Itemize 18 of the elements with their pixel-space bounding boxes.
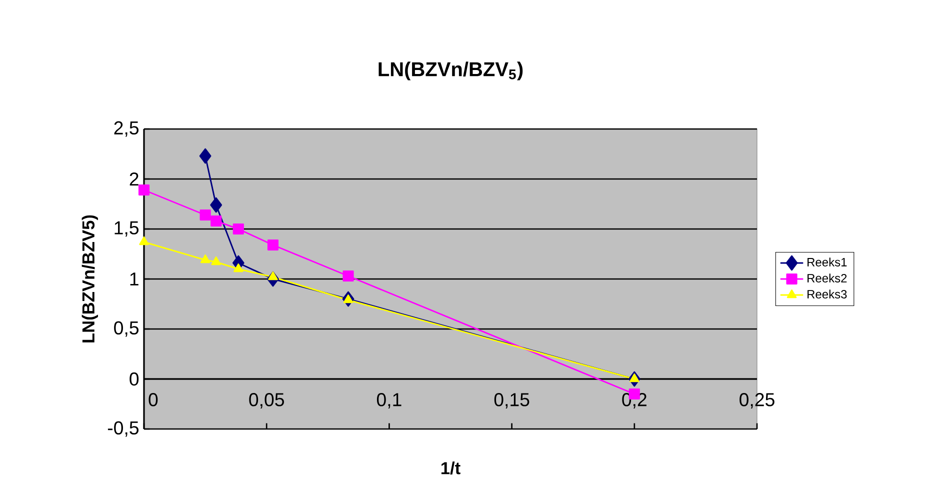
y-tick-label: 2 [130, 172, 138, 186]
y-tick-label: 2,5 [114, 121, 139, 137]
y-axis-title: LN(BZVn/BZV5) [82, 215, 98, 342]
legend-label: Reeks1 [808, 258, 847, 266]
chart-title: LN(BZVn/BZV$_{5}$) [378, 62, 523, 80]
legend-label: Reeks3 [808, 290, 847, 298]
y-tick-label: 1,5 [114, 221, 139, 237]
y-tick-label: 0 [130, 372, 139, 386]
y-tick-label: 0,5 [114, 321, 139, 337]
legend-label: Reeks2 [808, 274, 847, 282]
x-tick-label: 0,25 [740, 393, 774, 408]
x-tick-label: 0 [148, 393, 158, 406]
x-axis-title: 1/t [441, 462, 460, 474]
x-tick-label: 0,1 [376, 393, 402, 408]
x-tick-label: 0,15 [494, 393, 530, 408]
y-tick-label: -0,5 [108, 421, 139, 437]
y-tick-label: 1 [130, 272, 138, 286]
x-tick-label: 0,05 [249, 393, 284, 408]
